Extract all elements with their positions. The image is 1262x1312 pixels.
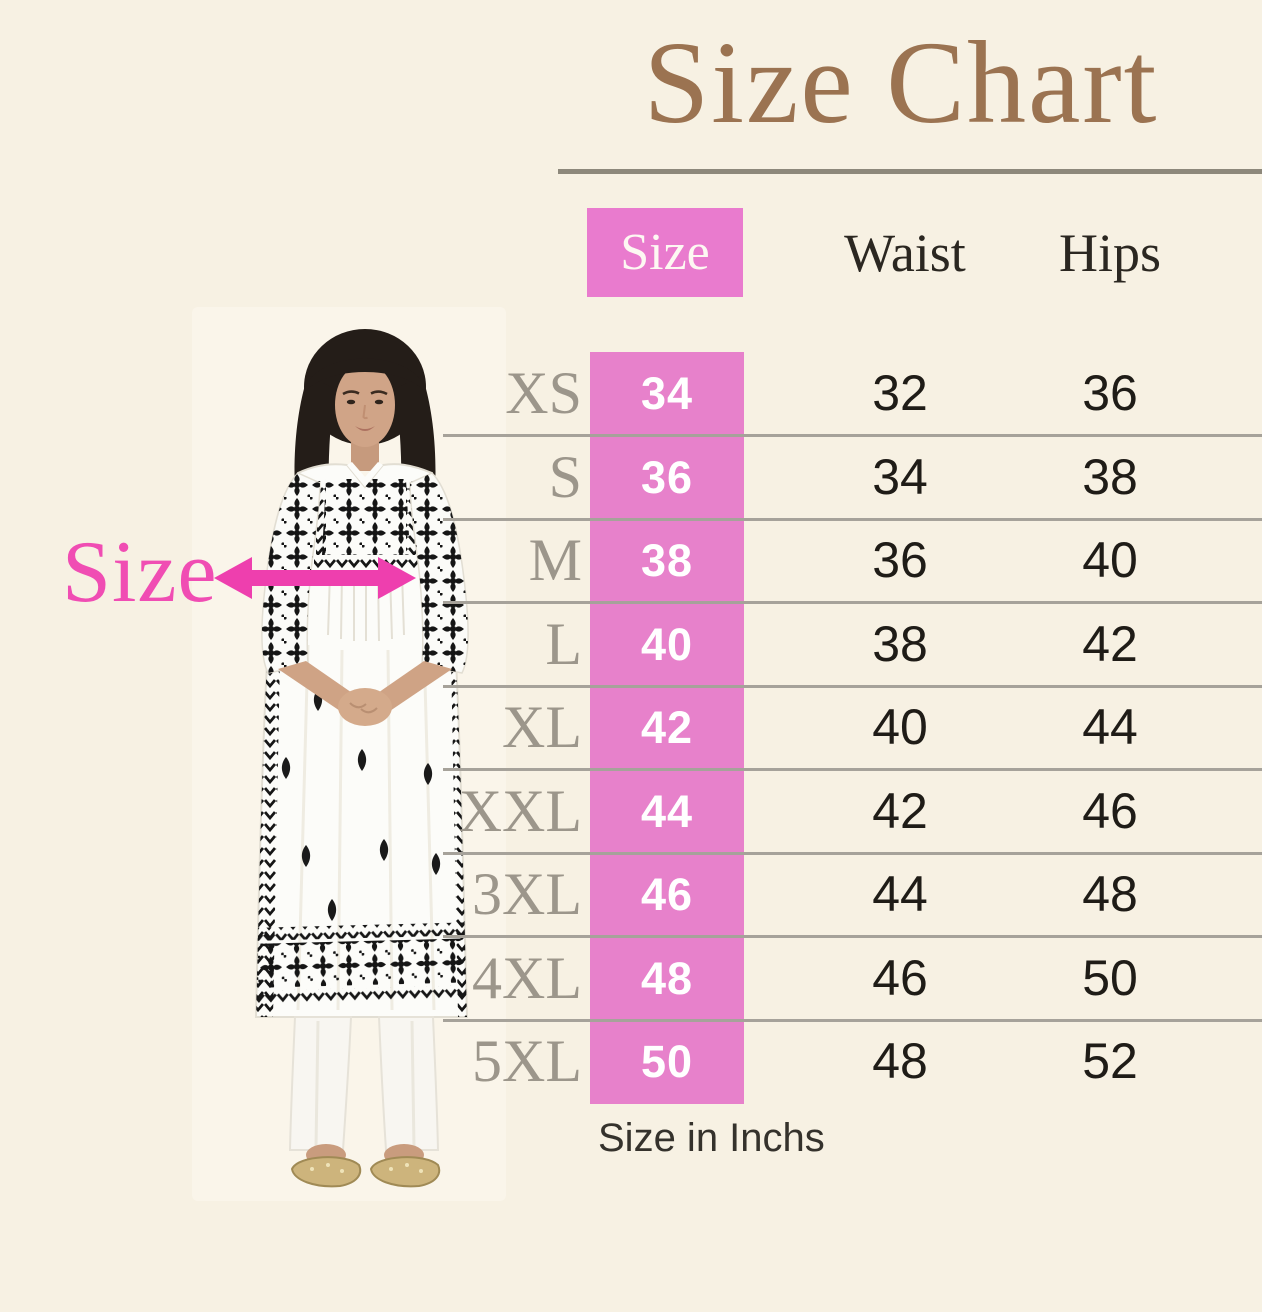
size-cell-xl: 42 [640, 702, 694, 754]
row-divider [443, 1018, 1262, 1022]
hips-cell-3xl: 48 [1082, 866, 1138, 923]
unit-note: Size in Inchs [598, 1116, 825, 1160]
row-label-5xl: 5XL [472, 1028, 582, 1095]
hem-border [256, 922, 467, 1004]
page-title: Size Chart [643, 17, 1159, 148]
row-divider [443, 768, 1262, 772]
size-cell-4xl: 48 [640, 952, 694, 1004]
yoke-embroidery [314, 462, 418, 642]
size-cell-5xl: 50 [640, 1036, 694, 1088]
model-photo [192, 307, 506, 1201]
model-pants [288, 1016, 440, 1151]
measure-arrow-icon [214, 557, 416, 599]
size-cell-m: 38 [640, 535, 694, 587]
row-label-4xl: 4XL [472, 944, 582, 1011]
hips-cell-l: 42 [1082, 615, 1138, 672]
column-header-size-label: Size [620, 224, 710, 281]
row-divider [443, 517, 1262, 521]
row-divider [443, 935, 1262, 939]
hips-cell-xxl: 46 [1082, 782, 1138, 839]
size-cell-3xl: 46 [640, 869, 694, 921]
column-header-size: Size [587, 208, 743, 297]
row-label-s: S [548, 443, 582, 510]
waist-cell-4xl: 46 [872, 949, 928, 1006]
model-face [304, 358, 426, 471]
row-label-xs: XS [505, 360, 582, 426]
hips-cell-xl: 44 [1082, 699, 1138, 756]
size-column-highlight [590, 352, 744, 1104]
hips-cell-s: 38 [1082, 448, 1138, 505]
waist-size-label: Size [62, 524, 218, 621]
waist-cell-m: 36 [872, 532, 928, 589]
column-header-waist: Waist [844, 223, 966, 283]
row-label-m: M [528, 527, 582, 594]
title-divider [558, 169, 1262, 174]
row-label-xxl: XXL [458, 777, 582, 844]
hips-cell-4xl: 50 [1082, 949, 1138, 1006]
row-divider [443, 601, 1262, 605]
size-cell-xs: 34 [640, 368, 694, 419]
hips-cell-m: 40 [1082, 532, 1138, 589]
waist-cell-xl: 40 [872, 699, 928, 756]
row-divider [443, 684, 1262, 688]
size-cell-xxl: 44 [640, 785, 694, 837]
row-divider [443, 434, 1262, 438]
waist-cell-xxl: 42 [872, 782, 928, 839]
waist-cell-l: 38 [872, 615, 928, 672]
row-label-l: L [545, 610, 582, 677]
waist-cell-s: 34 [872, 448, 928, 505]
row-label-xl: XL [502, 694, 582, 761]
size-cell-l: 40 [640, 618, 694, 670]
hips-cell-xs: 36 [1082, 365, 1138, 421]
row-divider [443, 851, 1262, 855]
model-hands [278, 661, 452, 726]
waist-cell-3xl: 44 [872, 866, 928, 923]
waist-cell-xs: 32 [872, 365, 928, 421]
row-label-3xl: 3XL [472, 861, 582, 928]
column-header-hips: Hips [1058, 223, 1161, 283]
model-shoes [290, 1144, 441, 1188]
size-cell-s: 36 [640, 451, 694, 503]
waist-cell-5xl: 48 [872, 1033, 928, 1090]
hips-cell-5xl: 52 [1082, 1033, 1138, 1090]
